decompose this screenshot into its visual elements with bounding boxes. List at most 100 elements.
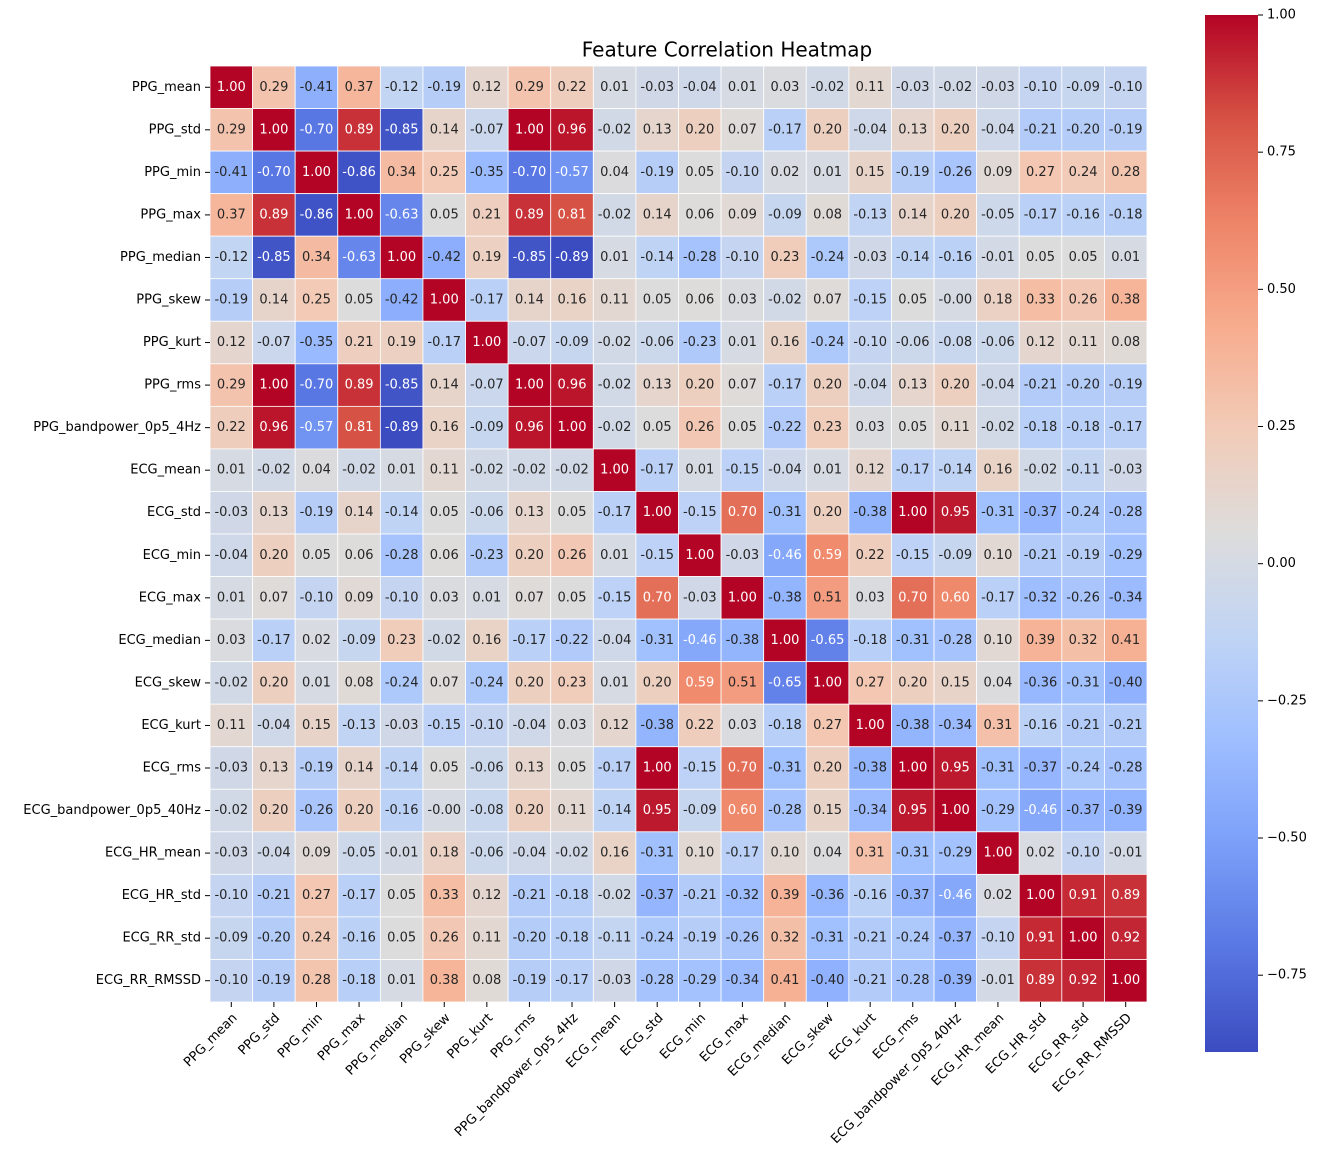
heatmap-cell (294, 65, 339, 109)
cell-label: -0.70 (300, 122, 334, 137)
cell-label: -0.85 (385, 122, 419, 137)
colorbar-tick-label: 1.00 (1267, 8, 1296, 23)
cell-label: -0.02 (1024, 463, 1058, 478)
cell-label: 0.10 (983, 633, 1012, 648)
heatmap-cell (507, 873, 552, 918)
cell-label: 0.07 (259, 590, 288, 605)
heatmap-cell (1104, 448, 1148, 492)
heatmap-cell (805, 491, 850, 535)
heatmap-cell (891, 65, 935, 109)
cell-label: 0.95 (643, 803, 672, 818)
cell-label: -0.19 (300, 505, 334, 520)
y-tick-label: PPG_kurt (143, 335, 201, 350)
cell-label: -0.21 (683, 888, 717, 903)
heatmap-cell (1061, 831, 1105, 875)
heatmap-cell (379, 108, 424, 152)
colorbar-tick-label: −0.75 (1267, 968, 1307, 983)
cell-label: 0.38 (1111, 293, 1140, 308)
heatmap-cell (294, 193, 339, 237)
cell-label: 0.10 (771, 846, 800, 861)
y-tick-label: PPG_median (120, 250, 201, 265)
cell-label: -0.17 (981, 590, 1015, 605)
heatmap-cell (507, 448, 552, 492)
cell-label: -0.03 (1109, 463, 1143, 478)
cell-label: 0.10 (685, 846, 714, 861)
cell-label: 0.81 (345, 420, 374, 435)
x-tick-label: PPG_mean (181, 1011, 240, 1070)
cell-label: -0.19 (640, 165, 674, 180)
cell-label: 0.11 (1069, 335, 1098, 350)
cell-label: 0.59 (685, 675, 714, 690)
cell-label: -0.17 (427, 335, 461, 350)
heatmap-cell (976, 916, 1020, 960)
heatmap-cell (848, 959, 892, 1003)
cell-label: -0.06 (981, 335, 1015, 350)
cell-label: 0.06 (345, 548, 374, 563)
heatmap-cell (294, 363, 339, 407)
heatmap-cell (933, 278, 978, 322)
cell-label: 0.21 (472, 207, 501, 222)
cell-label: 0.96 (558, 122, 587, 137)
heatmap-cell (805, 959, 850, 1003)
cell-label: -0.10 (853, 335, 887, 350)
heatmap-cell (550, 278, 594, 322)
heatmap-cell (933, 363, 978, 407)
cell-label: 0.01 (728, 335, 757, 350)
cell-label: 0.08 (472, 973, 501, 988)
cell-label: 0.96 (558, 378, 587, 393)
cell-label: -0.15 (726, 463, 760, 478)
heatmap-cell (337, 831, 381, 875)
cell-label: 0.41 (771, 973, 800, 988)
cell-label: -0.02 (427, 633, 461, 648)
heatmap-cell (507, 533, 552, 577)
heatmap-cell (891, 278, 935, 322)
cell-label: -0.17 (513, 633, 547, 648)
cell-label: -0.17 (1024, 207, 1058, 222)
cell-label: 1.00 (983, 846, 1012, 861)
cell-label: 0.11 (217, 718, 246, 733)
cell-label: 0.31 (856, 846, 885, 861)
cell-label: -0.31 (640, 633, 674, 648)
heatmap-cell (422, 491, 466, 535)
cell-label: 0.95 (941, 761, 970, 776)
cell-label: 0.20 (643, 675, 672, 690)
x-tick-label: ECG_RR_RMSSD (1050, 1011, 1135, 1096)
cell-label: -0.19 (1066, 548, 1100, 563)
cell-label: 0.20 (941, 207, 970, 222)
cell-label: 1.00 (771, 633, 800, 648)
heatmap-cell (422, 788, 466, 833)
cell-label: -0.16 (853, 888, 887, 903)
heatmap-cell (592, 491, 637, 535)
heatmap-cell (592, 661, 637, 705)
heatmap-cell (678, 193, 722, 237)
cell-label: 0.96 (259, 420, 288, 435)
cell-label: -0.46 (768, 548, 802, 563)
heatmap-cell (720, 618, 765, 663)
cell-label: -0.41 (214, 165, 248, 180)
heatmap-cell (678, 235, 722, 280)
cell-label: 0.18 (983, 293, 1012, 308)
heatmap-cell (550, 746, 594, 790)
cell-label: -0.42 (385, 293, 419, 308)
heatmap-cell (1104, 278, 1148, 322)
cell-label: 0.89 (515, 207, 544, 222)
cell-label: -0.01 (385, 846, 419, 861)
heatmap-cell (891, 618, 935, 663)
cell-label: -0.11 (1066, 463, 1100, 478)
heatmap-cell (1104, 65, 1148, 109)
heatmap-cell (933, 448, 978, 492)
cell-label: -0.24 (811, 250, 845, 265)
heatmap-cell (252, 405, 296, 450)
heatmap-cell (337, 448, 381, 492)
cell-label: -0.26 (1066, 590, 1100, 605)
cell-label: -0.14 (939, 463, 973, 478)
heatmap-cell (550, 873, 594, 918)
heatmap-cell (848, 873, 892, 918)
colorbar-tick-label: 0.25 (1267, 419, 1296, 434)
cell-label: 0.10 (983, 548, 1012, 563)
cell-label: 0.27 (1026, 165, 1055, 180)
heatmap-cell (891, 150, 935, 195)
cell-label: -0.34 (939, 718, 973, 733)
heatmap-cell (294, 703, 339, 748)
cell-label: 1.00 (387, 250, 416, 265)
